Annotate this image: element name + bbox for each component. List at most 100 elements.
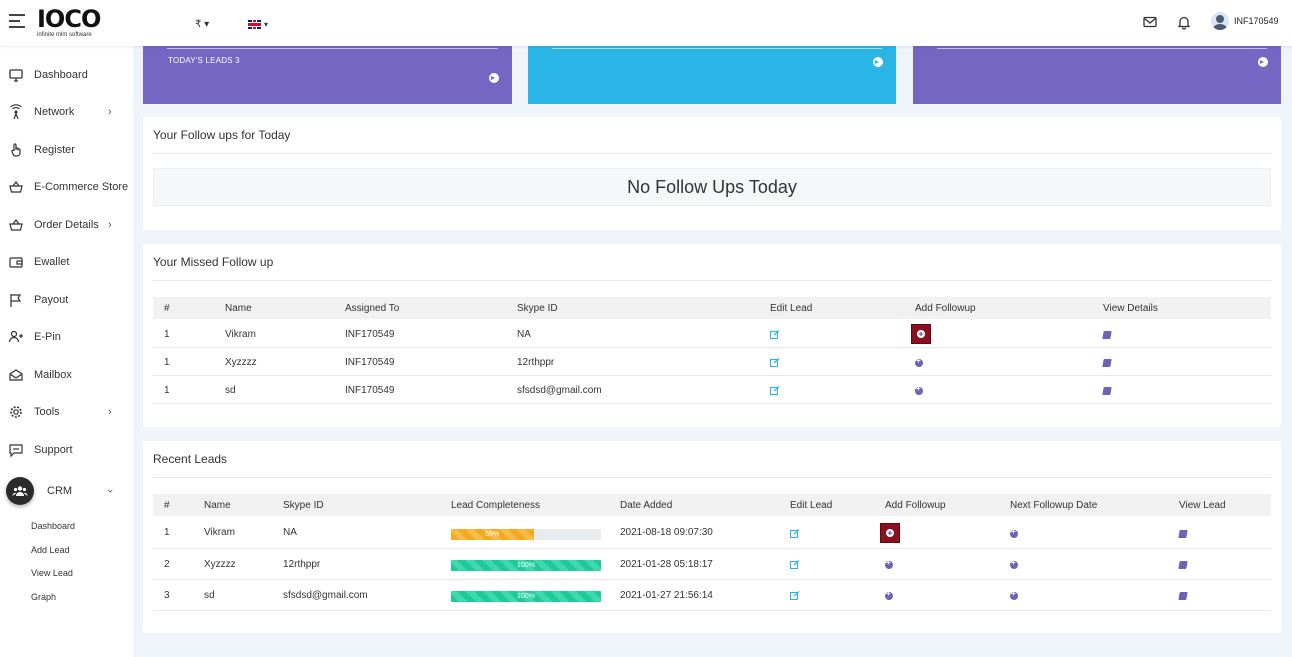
add-followup-icon[interactable] [885,589,893,600]
sidebar-item-label: Order Details [34,219,99,231]
column-header: # [164,303,170,314]
view-details-icon[interactable] [1102,359,1112,367]
view-details-icon[interactable] [1102,331,1112,339]
gear-icon [10,406,22,418]
crm-submenu-view-lead[interactable]: View Lead [31,568,73,578]
table-row: 1 Vikram INF170549 NA [153,321,1271,348]
language-selector[interactable]: ▾ [248,20,268,29]
column-header: Assigned To [345,303,400,314]
lead-name: sd [204,590,215,601]
sidebar-item-payout[interactable]: Payout [0,288,133,312]
flag-icon [10,294,22,307]
basket-icon [9,219,23,231]
assigned-to: INF170549 [345,329,395,340]
currency-selector[interactable]: ₹ ▾ [195,19,210,30]
panel-title: Your Follow ups for Today [153,128,291,142]
sidebar-item-network[interactable]: Network › [0,100,133,124]
user-menu[interactable]: INF170549 [1211,12,1279,30]
column-header: Date Added [620,500,673,511]
table-row: 2 Xyzzzz 12rthppr 100% 2021-01-28 05:18:… [153,550,1271,580]
add-followup-icon[interactable] [915,356,923,367]
card-divider [167,48,498,49]
top-header: IOCO infinite mlm software ₹ ▾ ▾ INF1705… [0,0,1292,46]
column-header: View Details [1103,303,1158,314]
table-header: # Name Assigned To Skype ID Edit Lead Ad… [153,297,1271,319]
wallet-icon [9,257,23,268]
add-followup-button[interactable] [911,324,931,344]
bell-icon[interactable] [1176,14,1192,30]
view-details-icon[interactable] [1102,387,1112,395]
edit-icon[interactable] [770,386,780,395]
logo[interactable]: IOCO infinite mlm software [37,6,107,40]
sidebar-item-label: E-Commerce Store [34,181,129,193]
sidebar-item-dashboard[interactable]: Dashboard [0,63,133,87]
next-followup-icon[interactable] [1010,527,1018,538]
date-added: 2021-08-18 09:07:30 [620,527,713,538]
add-followup-icon[interactable] [915,384,923,395]
chevron-down-icon: › [103,489,116,493]
next-followup-icon[interactable] [1010,558,1018,569]
table-header: # Name Skype ID Lead Completeness Date A… [153,494,1271,516]
column-header: View Lead [1179,500,1226,511]
lead-completeness-bar: 55% [451,529,601,540]
hamburger-menu-icon[interactable] [9,14,25,28]
sidebar: Dashboard Network › Register E-Commerce … [0,46,133,657]
edit-icon[interactable] [790,591,800,600]
column-header: Skype ID [283,500,324,511]
crm-submenu-add-lead[interactable]: Add Lead [31,545,70,555]
sidebar-item-ewallet[interactable]: Ewallet [0,250,133,274]
arrow-right-circle-icon[interactable] [1258,57,1268,67]
recent-leads-panel: Recent Leads # Name Skype ID Lead Comple… [143,441,1281,633]
sidebar-item-ecommerce-store[interactable]: E-Commerce Store [0,175,133,199]
sidebar-item-mailbox[interactable]: Mailbox [0,363,133,387]
chevron-right-icon: › [108,406,112,418]
basket-icon [9,181,23,193]
sidebar-item-epin[interactable]: E-Pin [0,325,133,349]
skype-id: sfsdsd@gmail.com [517,385,602,396]
view-lead-icon[interactable] [1178,592,1188,600]
column-header: Edit Lead [790,500,833,511]
sidebar-item-label: Register [34,144,75,156]
panel-title: Your Missed Follow up [153,255,274,269]
card-divider [552,48,882,49]
table-row: 1 Xyzzzz INF170549 12rthppr [153,349,1271,376]
row-number: 3 [164,590,170,601]
crm-submenu-graph[interactable]: Graph [31,592,57,602]
crm-submenu-dashboard[interactable]: Dashboard [31,521,76,531]
arrow-right-circle-icon[interactable] [489,73,499,83]
stat-card-3 [913,46,1281,104]
edit-icon[interactable] [790,560,800,569]
logo-subtitle: infinite mlm software [37,32,92,38]
sidebar-item-register[interactable]: Register [0,138,133,162]
skype-id: NA [517,329,531,340]
arrow-right-circle-icon[interactable] [873,57,883,67]
sidebar-item-order-details[interactable]: Order Details › [0,213,133,237]
logo-mark: IOCO [37,5,101,33]
chat-icon [9,444,23,458]
sidebar-item-label: Mailbox [34,369,72,381]
chevron-right-icon: › [108,106,112,118]
edit-icon[interactable] [770,358,780,367]
sidebar-item-tools[interactable]: Tools › [0,400,133,424]
hand-pointer-icon [11,143,21,157]
divider [153,477,1271,478]
edit-icon[interactable] [770,330,780,339]
column-header: Skype ID [517,303,558,314]
row-number: 1 [164,527,170,538]
table-row: 3 sd sfsdsd@gmail.com 100% 2021-01-27 21… [153,581,1271,611]
progress-fill [451,529,534,540]
view-lead-icon[interactable] [1178,530,1188,538]
add-followup-button[interactable] [880,523,900,543]
sidebar-item-crm[interactable]: CRM › [0,477,133,505]
add-followup-icon[interactable] [885,558,893,569]
column-header: Next Followup Date [1010,500,1098,511]
edit-icon[interactable] [790,529,800,538]
row-number: 2 [164,559,170,570]
next-followup-icon[interactable] [1010,589,1018,600]
mail-icon[interactable] [1142,14,1158,30]
sidebar-item-support[interactable]: Support [0,438,133,462]
assigned-to: INF170549 [345,357,395,368]
view-lead-icon[interactable] [1178,561,1188,569]
sidebar-item-label: E-Pin [34,331,61,343]
progress-fill [451,560,601,571]
